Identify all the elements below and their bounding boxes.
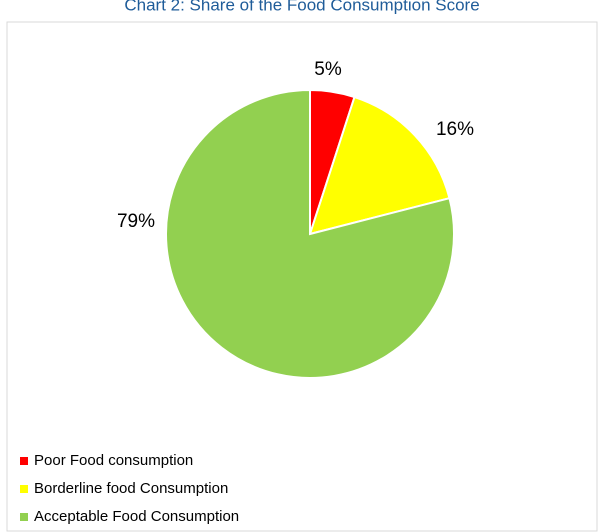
legend-swatch xyxy=(20,485,28,493)
legend-swatch xyxy=(20,513,28,521)
legend-label: Poor Food consumption xyxy=(34,452,193,469)
data-label: 16% xyxy=(436,119,474,140)
data-label: 5% xyxy=(314,59,342,80)
legend-swatch xyxy=(20,457,28,465)
pie-slice xyxy=(308,95,451,236)
pie-slice xyxy=(165,88,455,379)
legend-label: Acceptable Food Consumption xyxy=(34,508,239,525)
chart-title: Chart 2: Share of the Food Consumption S… xyxy=(124,0,479,14)
legend-label: Borderline food Consumption xyxy=(34,480,228,497)
data-label: 79% xyxy=(117,211,155,232)
